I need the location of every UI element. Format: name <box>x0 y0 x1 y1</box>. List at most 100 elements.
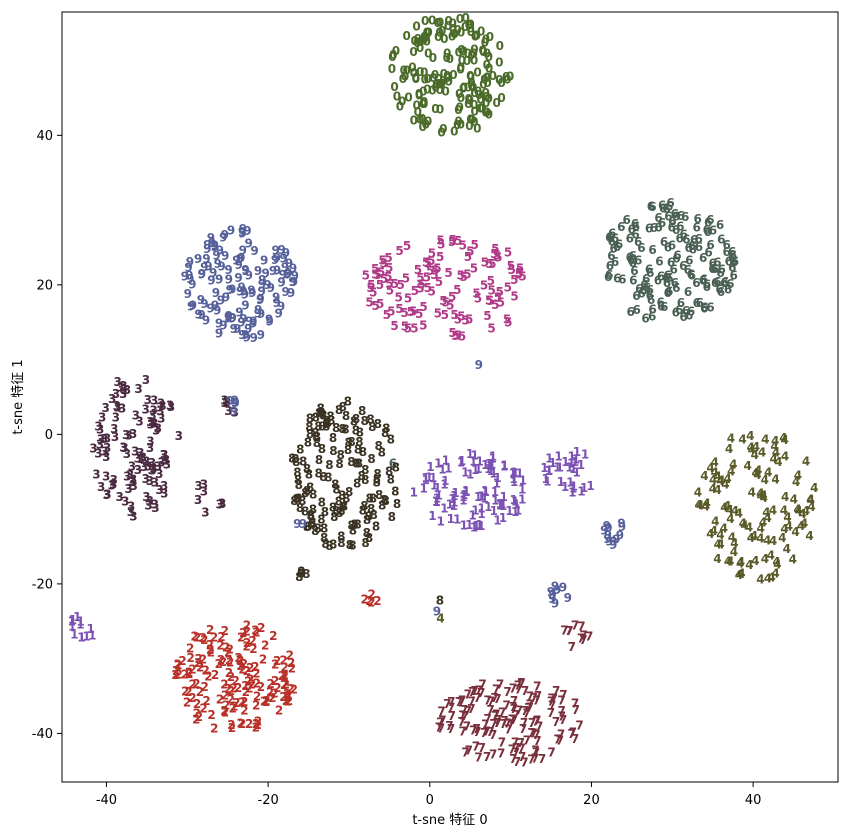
digit-point-4: 4 <box>751 554 759 568</box>
digit-point-0: 0 <box>410 114 418 128</box>
digit-point-5: 5 <box>422 256 430 270</box>
digit-point-5: 5 <box>450 308 458 322</box>
digit-point-1: 1 <box>425 470 433 484</box>
digit-point-7: 7 <box>533 680 541 694</box>
digit-point-3: 3 <box>154 460 162 474</box>
digit-point-8: 8 <box>378 498 386 512</box>
digit-point-0: 0 <box>468 48 476 62</box>
digit-point-2: 2 <box>268 691 276 705</box>
digit-point-7: 7 <box>560 623 568 637</box>
digit-point-1: 1 <box>466 447 474 461</box>
digit-point-5: 5 <box>448 233 456 247</box>
digit-point-4: 4 <box>767 548 775 562</box>
digit-point-3: 3 <box>147 417 155 431</box>
digit-point-7: 7 <box>532 728 540 742</box>
digit-point-0: 0 <box>444 14 452 28</box>
digit-point-0: 0 <box>431 68 439 82</box>
digit-point-3: 3 <box>142 490 150 504</box>
digit-point-0: 0 <box>485 108 493 122</box>
digit-point-6: 6 <box>650 221 658 235</box>
digit-point-9: 9 <box>215 273 223 287</box>
digit-point-0: 0 <box>455 87 463 101</box>
digit-point-1: 1 <box>573 445 581 459</box>
digit-point-7: 7 <box>508 712 516 726</box>
digit-point-1: 1 <box>457 455 465 469</box>
digit-point-7: 7 <box>494 716 502 730</box>
digit-point-0: 0 <box>419 34 427 48</box>
digit-point-6: 6 <box>679 259 687 273</box>
digit-point-7: 7 <box>468 685 476 699</box>
digit-point-4: 4 <box>737 567 745 581</box>
digit-point-3: 3 <box>103 488 111 502</box>
digit-point-4: 4 <box>729 458 737 472</box>
digit-point-6: 6 <box>623 213 631 227</box>
digit-point-6: 6 <box>716 266 724 280</box>
digit-point-2: 2 <box>224 646 232 660</box>
digit-point-2: 2 <box>266 685 274 699</box>
digit-point-7: 7 <box>445 719 453 733</box>
digit-point-6: 6 <box>630 264 638 278</box>
digit-point-6: 6 <box>647 293 655 307</box>
digit-point-0: 0 <box>436 15 444 29</box>
digit-point-0: 0 <box>457 26 465 40</box>
digit-point-1: 1 <box>76 615 84 629</box>
digit-point-7: 7 <box>478 678 486 692</box>
digit-point-7: 7 <box>585 630 593 644</box>
digit-point-2: 2 <box>226 656 234 670</box>
digit-point-2: 2 <box>257 680 265 694</box>
digit-point-6: 6 <box>608 235 616 249</box>
digit-point-5: 5 <box>407 305 415 319</box>
digit-point-4: 4 <box>720 521 728 535</box>
digit-point-0: 0 <box>413 36 421 50</box>
digit-point-3: 3 <box>125 429 133 443</box>
digit-point-8: 8 <box>387 472 395 486</box>
digit-point-8: 8 <box>367 452 375 466</box>
digit-point-9: 9 <box>230 322 238 336</box>
digit-point-9: 9 <box>222 291 230 305</box>
digit-point-0: 0 <box>410 66 418 80</box>
digit-point-0: 0 <box>412 72 420 86</box>
digit-point-8: 8 <box>361 414 369 428</box>
digit-point-8: 8 <box>290 494 298 508</box>
digit-point-6: 6 <box>694 232 702 246</box>
digit-point-6: 6 <box>626 231 634 245</box>
digit-point-7: 7 <box>458 724 466 738</box>
digit-point-1: 1 <box>434 456 442 470</box>
digit-point-9: 9 <box>616 528 624 542</box>
digit-point-2: 2 <box>240 657 248 671</box>
digit-point-5: 5 <box>463 268 471 282</box>
digit-point-9: 9 <box>261 267 269 281</box>
digit-point-0: 0 <box>416 65 424 79</box>
digit-point-7: 7 <box>480 726 488 740</box>
digit-point-7: 7 <box>435 720 443 734</box>
digit-point-4: 4 <box>709 482 717 496</box>
digit-point-3: 3 <box>154 421 162 435</box>
digit-point-2: 2 <box>227 684 235 698</box>
digit-point-1: 1 <box>515 467 523 481</box>
digit-point-6: 6 <box>645 222 653 236</box>
digit-point-0: 0 <box>444 19 452 33</box>
digit-point-1: 1 <box>481 458 489 472</box>
digit-point-5: 5 <box>383 308 391 322</box>
digit-point-1: 1 <box>70 628 78 642</box>
digit-point-2: 2 <box>259 652 267 666</box>
digit-point-8: 8 <box>354 443 362 457</box>
digit-point-7: 7 <box>559 688 567 702</box>
digit-point-3: 3 <box>119 387 127 401</box>
digit-point-5: 5 <box>458 329 466 343</box>
digit-point-3: 3 <box>102 469 110 483</box>
digit-point-8: 8 <box>311 524 319 538</box>
digit-point-4: 4 <box>710 524 718 538</box>
digit-point-0: 0 <box>411 34 419 48</box>
digit-point-6: 6 <box>668 214 676 228</box>
digit-point-9: 9 <box>189 299 197 313</box>
digit-point-4: 4 <box>714 538 722 552</box>
digit-point-0: 0 <box>448 16 456 30</box>
digit-point-0: 0 <box>506 69 514 83</box>
digit-point-2: 2 <box>221 624 229 638</box>
digit-point-2: 2 <box>282 694 290 708</box>
digit-point-6: 6 <box>666 196 674 210</box>
digit-point-7: 7 <box>553 732 561 746</box>
digit-point-0: 0 <box>388 50 396 64</box>
digit-point-7: 7 <box>497 747 505 761</box>
